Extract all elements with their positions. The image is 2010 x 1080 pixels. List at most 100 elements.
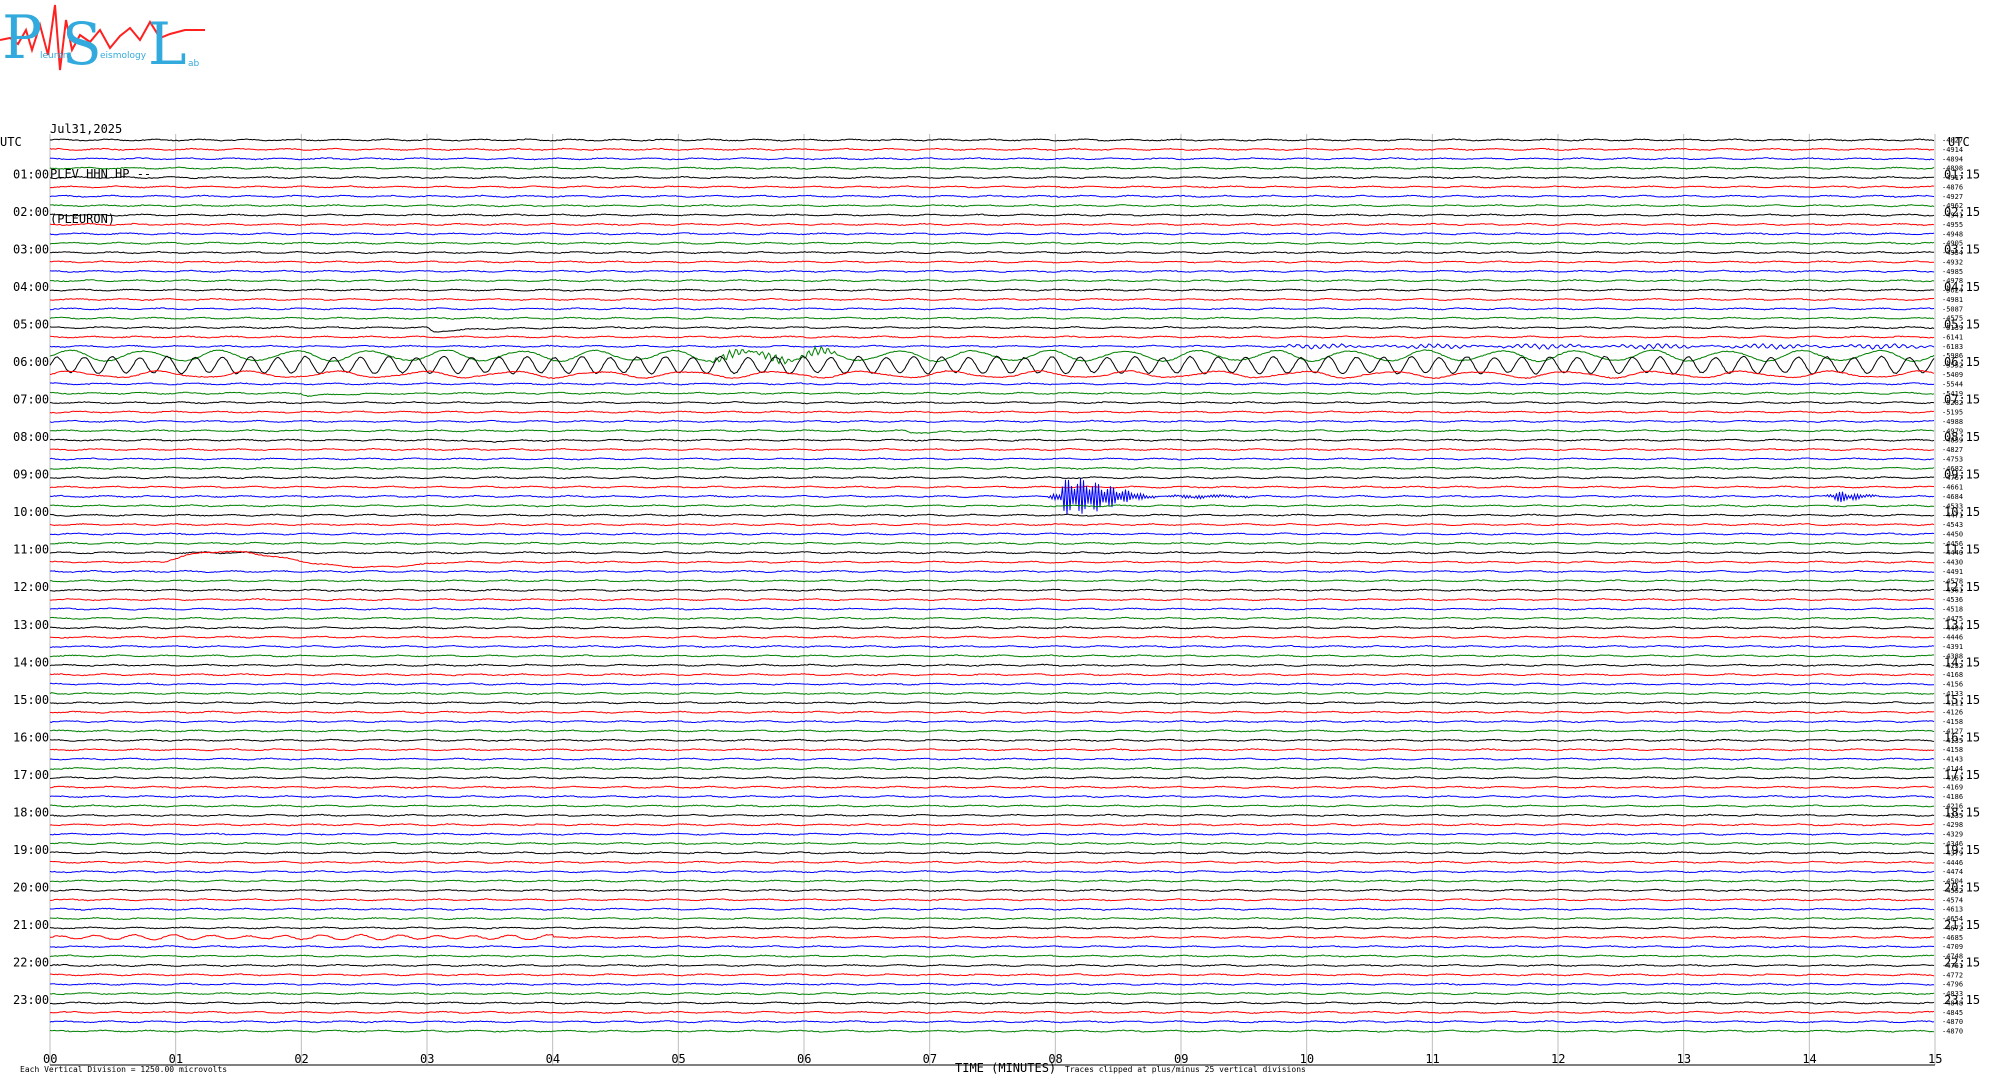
trace-offset-label: -4981 — [1942, 296, 1963, 304]
trace-offset-label: -4748 — [1942, 953, 1963, 961]
trace-offset-label: -4767 — [1942, 474, 1963, 482]
trace-line — [49, 342, 1935, 350]
trace-line — [49, 297, 1935, 302]
logo-word-eismology: eismology — [100, 51, 147, 61]
trace-line — [50, 654, 1935, 658]
right-hour-label: 17:15 — [1944, 768, 1980, 782]
trace-offset-label: -6183 — [1942, 343, 1963, 351]
trace-offset-label: -4379 — [1942, 849, 1963, 857]
trace-line — [49, 355, 1935, 375]
trace-offset-label: -5544 — [1942, 380, 1963, 388]
trace-line — [49, 551, 1934, 555]
trace-offset-label: -4661 — [1942, 484, 1963, 492]
trace-offset-label: -5195 — [1942, 409, 1963, 417]
trace-offset-label: -4941 — [1942, 212, 1963, 220]
left-hour-label: 04:00 — [13, 280, 49, 294]
trace-offset-label: -4161 — [1942, 774, 1963, 782]
right-hour-label: 22:15 — [1944, 955, 1980, 969]
trace-line — [49, 823, 1935, 827]
x-tick-label: 09 — [1174, 1052, 1188, 1066]
trace-line — [49, 579, 1935, 583]
trace-line — [49, 325, 1935, 333]
left-hour-label: 16:00 — [13, 730, 49, 744]
trace-line — [49, 457, 1935, 461]
trace-line — [49, 222, 1935, 227]
x-axis-title: TIME (MINUTES) — [955, 1061, 1056, 1075]
trace-line — [49, 841, 1935, 846]
trace-offset-label: -4979 — [1942, 427, 1963, 435]
trace-offset-label: -4672 — [1942, 924, 1963, 932]
trace-line — [49, 607, 1935, 611]
trace-line — [49, 345, 1935, 365]
trace-line — [49, 478, 1935, 515]
trace-line — [49, 719, 1935, 724]
left-hour-label: 12:00 — [13, 580, 49, 594]
trace-line — [49, 945, 1935, 949]
trace-offset-label: -4685 — [1942, 934, 1963, 942]
trace-line — [49, 307, 1935, 311]
trace-offset-label: -5409 — [1942, 371, 1963, 379]
trace-offset-label: -4796 — [1942, 981, 1963, 989]
trace-offset-label: -4917 — [1942, 174, 1963, 182]
trace-line — [49, 401, 1935, 405]
trace-line — [49, 532, 1935, 536]
logo-waveform — [0, 4, 205, 71]
trace-line — [49, 185, 1935, 189]
right-hour-label: 04:15 — [1944, 280, 1980, 294]
trace-line — [49, 954, 1934, 958]
x-tick-label: 11 — [1425, 1052, 1439, 1066]
right-hour-label: 02:15 — [1944, 205, 1980, 219]
trace-offset-label: -4133 — [1942, 690, 1963, 698]
x-tick-label: 04 — [546, 1052, 560, 1066]
trace-offset-label: -4709 — [1942, 943, 1963, 951]
trace-offset-label: -4932 — [1942, 258, 1963, 266]
trace-offset-label: -4955 — [1942, 221, 1963, 229]
trace-line — [49, 232, 1935, 236]
trace-line — [49, 194, 1935, 198]
trace-offset-label: -4111 — [1942, 699, 1963, 707]
left-hour-label: 17:00 — [13, 768, 49, 782]
trace-offset-label: -4574 — [1942, 896, 1963, 904]
trace-offset-label: -4168 — [1942, 671, 1963, 679]
right-hour-label: 23:15 — [1944, 993, 1980, 1007]
trace-line — [49, 410, 1935, 414]
trace-line — [49, 138, 1935, 142]
trace-offset-label: -5139 — [1942, 324, 1963, 332]
trace-line — [49, 391, 1935, 398]
x-tick-label: 15 — [1928, 1052, 1942, 1066]
x-tick-label: 14 — [1802, 1052, 1816, 1066]
right-hour-label: 12:15 — [1944, 580, 1980, 594]
trace-offset-label: -4491 — [1942, 568, 1963, 576]
trace-offset-label: -4833 — [1942, 990, 1963, 998]
trace-line — [49, 616, 1935, 620]
trace-offset-label: -4948 — [1942, 230, 1963, 238]
right-hour-label: 14:15 — [1944, 655, 1980, 669]
x-tick-label: 06 — [797, 1052, 811, 1066]
right-hour-label: 03:15 — [1944, 243, 1980, 257]
trace-line — [49, 860, 1935, 864]
x-tick-label: 10 — [1300, 1052, 1314, 1066]
trace-offset-label: -4158 — [1942, 718, 1963, 726]
trace-line — [49, 738, 1935, 742]
trace-line — [49, 916, 1935, 921]
trace-offset-label: -4474 — [1942, 868, 1963, 876]
trace-offset-label: -4471 — [1942, 512, 1963, 520]
trace-offset-label: -4156 — [1942, 681, 1963, 689]
right-hour-label: 13:15 — [1944, 618, 1980, 632]
trace-offset-label: -4186 — [1942, 793, 1963, 801]
trace-offset-label: -5282 — [1942, 399, 1963, 407]
trace-offset-label: -4216 — [1942, 803, 1963, 811]
trace-offset-label: -4978 — [1942, 277, 1963, 285]
trace-offset-label: -4543 — [1942, 521, 1963, 529]
x-tick-label: 07 — [923, 1052, 937, 1066]
trace-line — [49, 926, 1935, 930]
trace-offset-label: -4144 — [1942, 765, 1963, 773]
right-hour-label: 21:15 — [1944, 918, 1980, 932]
trace-line — [49, 776, 1935, 780]
trace-line — [50, 476, 1935, 480]
trace-offset-label: -5419 — [1942, 390, 1963, 398]
trace-line — [49, 204, 1935, 208]
trace-offset-label: -4848 — [1942, 1000, 1963, 1008]
trace-line — [50, 898, 1935, 902]
logo-letter-p: P — [2, 3, 42, 73]
